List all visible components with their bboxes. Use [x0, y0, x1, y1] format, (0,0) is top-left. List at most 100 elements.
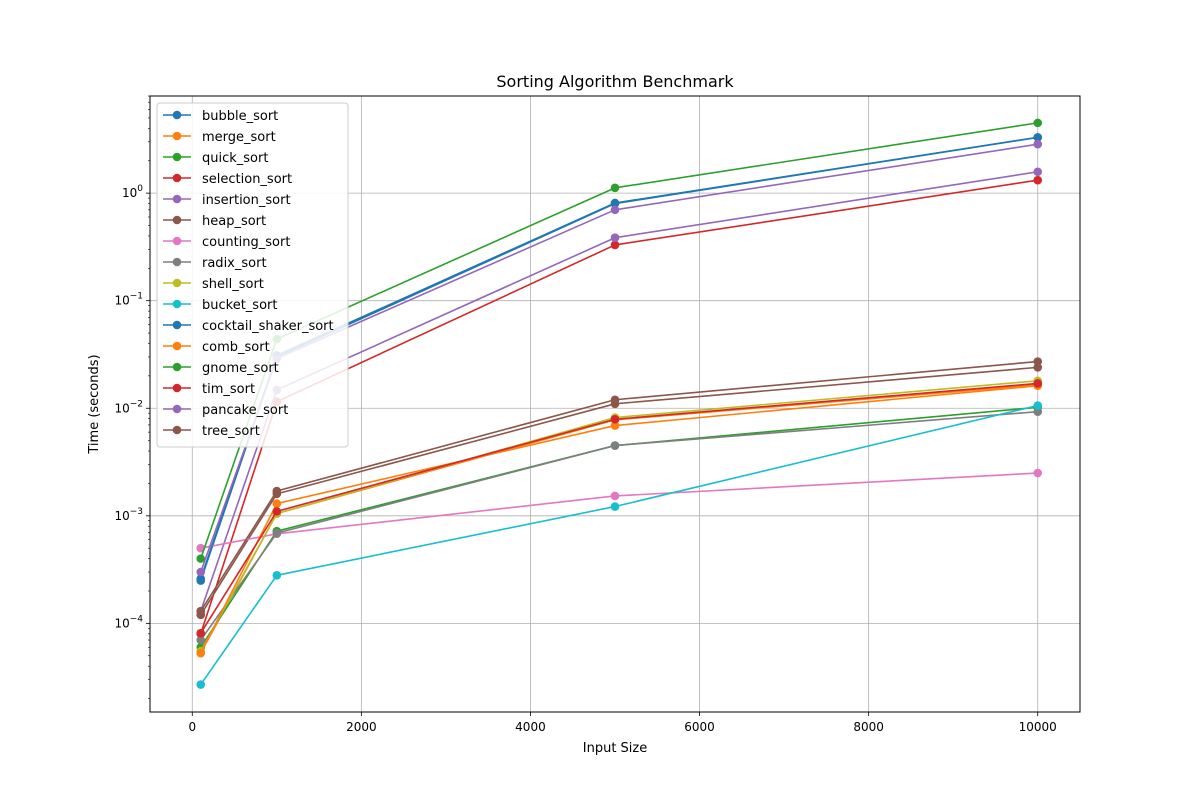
data-point [272, 570, 282, 580]
series-line [199, 170, 1038, 612]
data-point [196, 606, 206, 616]
data-point [196, 648, 206, 658]
x-tick-label: 0 [188, 720, 196, 734]
series-line [200, 366, 1038, 616]
series-tree_sort [196, 357, 1043, 616]
legend-item: shell_sort [163, 277, 264, 292]
legend-item: comb_sort [163, 340, 270, 355]
legend-item: bucket_sort [163, 298, 277, 313]
x-tick-label: 2000 [346, 720, 377, 734]
data-point [1033, 167, 1043, 177]
series-line [200, 404, 1038, 685]
data-point [196, 574, 206, 584]
y-tick-label: 10−3 [114, 507, 143, 523]
legend-item: counting_sort [163, 235, 290, 250]
data-point [610, 502, 620, 511]
data-point [196, 554, 206, 563]
legend-swatch-marker [172, 278, 182, 288]
legend-label: insertion_sort [202, 193, 291, 208]
series-pancake_sort [196, 139, 1043, 577]
legend-swatch-marker [172, 236, 182, 246]
data-point [196, 628, 206, 638]
y-tick-label: 100 [122, 184, 143, 200]
series-line [199, 179, 1038, 635]
legend-label: shell_sort [202, 277, 264, 292]
data-point [610, 491, 620, 501]
data-point [1033, 468, 1043, 478]
legend-swatch-marker [172, 215, 182, 225]
x-tick-label: 10000 [1019, 720, 1057, 734]
legend-label: heap_sort [202, 214, 266, 229]
series-line [199, 122, 1038, 559]
legend-swatch-marker [172, 341, 182, 351]
legend-item: merge_sort [163, 130, 276, 145]
legend-swatch-marker [172, 194, 182, 204]
x-tick-label: 4000 [515, 720, 546, 734]
legend-label: quick_sort [202, 151, 268, 166]
data-point [196, 567, 206, 577]
legend-swatch-marker [172, 383, 182, 393]
legend-item: bubble_sort [163, 109, 278, 124]
legend: bubble_sort merge_sort quick_sort selection… [156, 102, 349, 448]
legend-swatch-marker [172, 257, 182, 267]
legend-label: comb_sort [202, 340, 270, 355]
legend-box [156, 102, 349, 448]
legend-item: cocktail_shaker_sort [163, 319, 334, 334]
x-axis-label: Input Size [583, 741, 647, 756]
legend-swatch-marker [172, 320, 182, 330]
data-point [1033, 401, 1043, 410]
legend-swatch-marker [172, 404, 182, 414]
legend-swatch-marker [172, 110, 182, 120]
legend-label: tree_sort [202, 424, 260, 439]
series-line [199, 143, 1038, 573]
legend-item: radix_sort [163, 256, 267, 271]
data-point [1033, 139, 1043, 149]
data-point [610, 198, 620, 208]
data-point [610, 441, 620, 450]
data-point [272, 486, 282, 496]
legend-label: merge_sort [202, 130, 276, 145]
data-point [1033, 407, 1043, 416]
series-line [200, 360, 1038, 612]
legend-item: tree_sort [163, 424, 260, 439]
data-point [1033, 379, 1043, 388]
legend-label: radix_sort [202, 256, 267, 271]
chart-title: Sorting Algorithm Benchmark [496, 72, 734, 91]
data-point [272, 507, 282, 516]
series-line [200, 382, 1038, 634]
series-lines [196, 118, 1043, 689]
data-point [272, 499, 282, 508]
axes: 0 2000 4000 6000 8000 10000 10−4 10−3 10−2 10−1 10… [114, 95, 1057, 734]
data-point [1033, 118, 1043, 128]
legend-label: gnome_sort [202, 361, 279, 376]
legend-item: tim_sort [163, 382, 255, 397]
x-tick-label: 6000 [684, 720, 715, 734]
legend-swatch-marker [172, 152, 182, 162]
data-point [1033, 175, 1043, 185]
legend-item: pancake_sort [163, 403, 288, 418]
legend-label: pancake_sort [202, 403, 288, 418]
legend-item: selection_sort [163, 172, 292, 187]
data-point [610, 233, 620, 243]
legend-item: quick_sort [163, 151, 268, 166]
legend-label: cocktail_shaker_sort [202, 319, 334, 334]
data-point [1033, 133, 1043, 142]
legend-swatch-marker [172, 173, 182, 183]
data-point [610, 183, 620, 193]
legend-swatch-marker [172, 425, 182, 435]
data-point [610, 240, 620, 250]
legend-swatch-marker [172, 362, 182, 372]
series-bucket_sort [196, 401, 1043, 689]
y-tick-label: 10−2 [114, 399, 143, 415]
series-line [200, 410, 1038, 641]
data-point [272, 528, 282, 538]
legend-label: tim_sort [202, 382, 255, 397]
legend-label: selection_sort [202, 172, 292, 187]
y-tick-label: 10−1 [114, 292, 143, 308]
legend-label: bubble_sort [202, 109, 278, 124]
data-point [610, 421, 620, 430]
legend-item: insertion_sort [163, 193, 291, 208]
data-point [196, 680, 206, 689]
series-line [200, 472, 1038, 549]
